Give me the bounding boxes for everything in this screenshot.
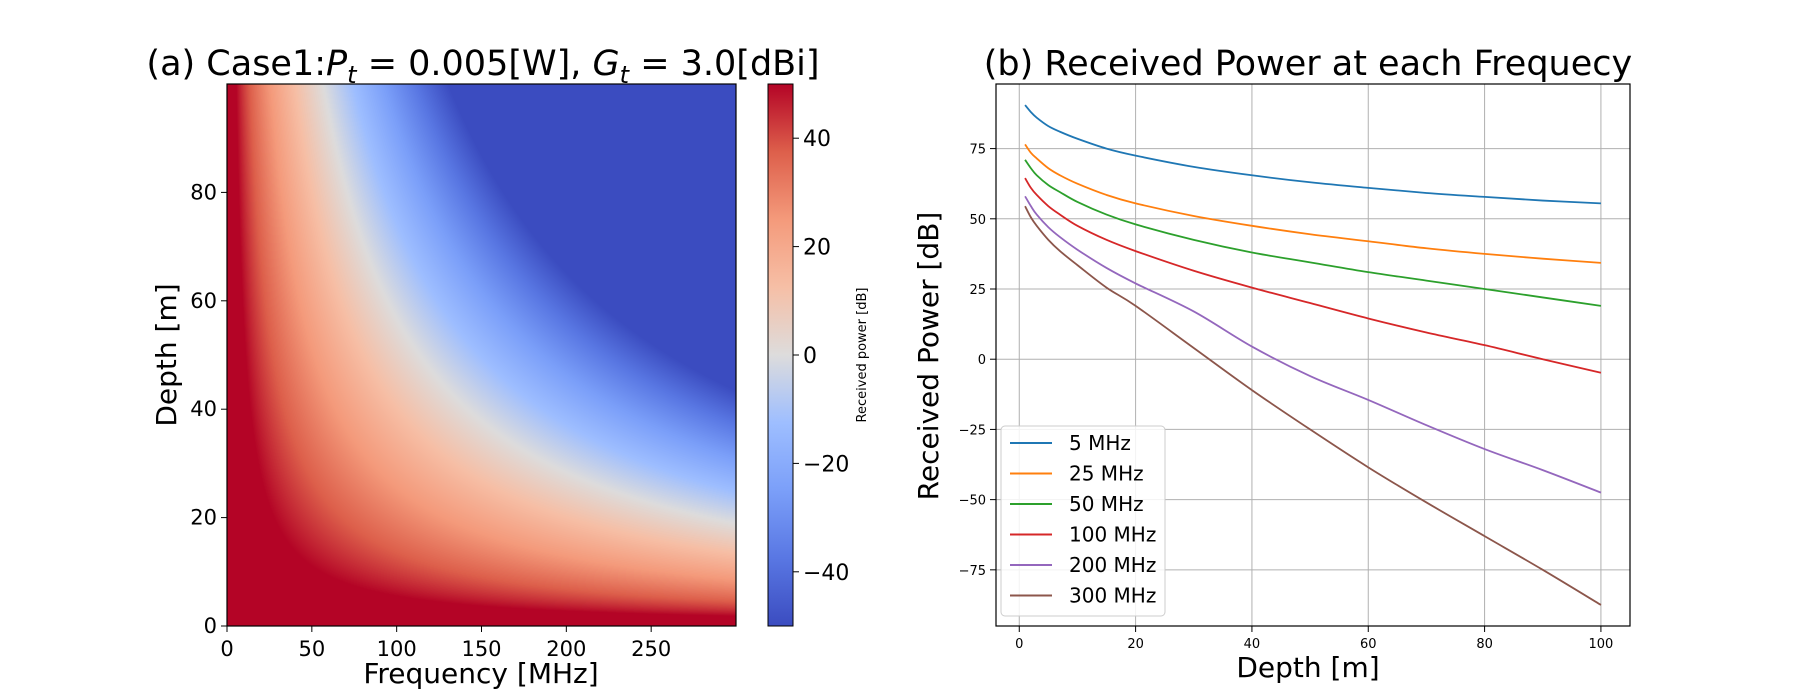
panel-b-ytick-label: 0 <box>978 353 986 368</box>
series-line-50-mhz <box>1024 159 1602 307</box>
panel-b-xlabel: Depth [m] <box>1236 651 1379 684</box>
series-line-200-mhz <box>1024 195 1602 494</box>
legend-label: 5 MHz <box>1069 431 1131 455</box>
colorbar-tick-label: 0 <box>803 344 817 369</box>
panel-a-x-ticks: 0 50 100 150 200 250 <box>220 626 671 661</box>
panel-a-xtick-label: 250 <box>631 637 671 661</box>
legend-label: 100 MHz <box>1069 523 1156 547</box>
heatmap-image <box>227 84 736 626</box>
legend-label: 300 MHz <box>1069 584 1156 608</box>
series-line-25-mhz <box>1024 143 1601 264</box>
panel-a-xtick-label: 200 <box>546 637 586 661</box>
panel-a-ylabel: Depth [m] <box>150 283 183 426</box>
panel-b-ytick-label: 75 <box>969 143 986 158</box>
panel-a-y-ticks: 0 20 40 60 80 <box>190 180 227 638</box>
panel-b-frame <box>995 83 1631 627</box>
colorbar-tick-label: −20 <box>803 452 849 477</box>
panel-b-xtick-label: 20 <box>1127 637 1144 652</box>
panel-a-ytick-label: 0 <box>204 614 217 638</box>
colorbar-tick-label: 40 <box>803 127 831 152</box>
panel-b-ytick-label: −25 <box>959 423 986 438</box>
colorbar-ticks: 40 20 0 −20 −40 <box>793 127 849 586</box>
panel-b-xtick-label: 100 <box>1589 637 1614 652</box>
panel-a-ytick-label: 40 <box>190 397 217 421</box>
panel-a-xtick-label: 0 <box>220 637 233 661</box>
colorbar <box>767 83 794 627</box>
panel-b-xtick-label: 0 <box>1015 637 1023 652</box>
panel-b-title: (b) Received Power at each Frequecy <box>984 44 1632 84</box>
panel-b-ytick-label: −50 <box>959 494 986 509</box>
panel-a-ytick-label: 60 <box>190 289 217 313</box>
panel-a-title: (a) Case1:Pt = 0.005[W], Gt = 3.0[dBi] <box>146 44 819 89</box>
panel-a-xtick-label: 50 <box>298 637 325 661</box>
panel-b-ytick-label: −75 <box>959 564 986 579</box>
legend-label: 25 MHz <box>1069 462 1144 486</box>
colorbar-tick-label: −40 <box>803 561 849 586</box>
panel-b-xtick-label: 60 <box>1360 637 1377 652</box>
legend-label: 200 MHz <box>1069 553 1156 577</box>
legend: 5 MHz 25 MHz 50 MHz 100 MHz 200 MHz 300 MHz <box>1000 425 1166 617</box>
panel-a-ytick-label: 20 <box>190 506 217 530</box>
panel-a-xtick-label: 150 <box>461 637 501 661</box>
series-line-300-mhz <box>1024 205 1602 606</box>
colorbar-label: Received power [dB] <box>855 288 870 423</box>
colorbar-tick-label: 20 <box>803 236 831 261</box>
series-line-5-mhz <box>1024 104 1601 205</box>
panel-b-x-ticks: 0 20 40 60 80 100 <box>1015 626 1613 652</box>
panel-b: (b) Received Power at each Frequecy 0 20 4… <box>912 44 1632 684</box>
panel-a-xtick-label: 100 <box>377 637 417 661</box>
panel-a: (a) Case1:Pt = 0.005[W], Gt = 3.0[dBi] 0… <box>146 44 870 690</box>
panel-a-xlabel: Frequency [MHz] <box>363 657 598 690</box>
panel-b-ytick-label: 25 <box>969 283 986 298</box>
panel-b-xtick-label: 40 <box>1244 637 1261 652</box>
panel-b-series <box>1024 104 1602 606</box>
panel-b-ytick-label: 50 <box>969 213 986 228</box>
panel-a-ytick-label: 80 <box>190 180 217 204</box>
series-line-100-mhz <box>1024 177 1602 374</box>
legend-label: 50 MHz <box>1069 492 1144 516</box>
panel-b-ylabel: Received Power [dB] <box>912 212 945 501</box>
panel-b-y-ticks: 75 50 25 0 −25 −50 −75 <box>959 143 996 579</box>
panel-b-xtick-label: 80 <box>1476 637 1493 652</box>
